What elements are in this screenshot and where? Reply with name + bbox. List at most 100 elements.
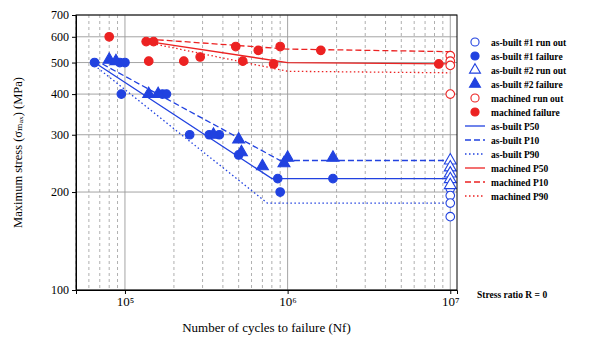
legend-swatch [471,38,479,46]
data-point [327,151,339,161]
legend-swatch [465,153,485,154]
data-point [105,32,114,41]
y-tick-mark [72,135,76,136]
data-point [329,174,338,183]
minor-grid-line [99,15,100,290]
minor-grid-line [442,15,443,290]
series-line [149,43,451,73]
minor-grid-line [88,15,89,290]
legend-label: machined P50 [491,164,549,174]
data-point [233,133,245,143]
legend-swatch [470,78,481,87]
y-tick-mark [72,63,76,64]
y-tick: 100 [51,283,76,297]
data-point [235,145,247,155]
data-point [446,90,455,99]
legend-label: as-built #2 run out [491,66,567,76]
data-point [152,87,164,97]
minor-grid-line [280,15,281,290]
y-grid-line [76,192,457,193]
legend: as-built #1 run outas-built #1 failureas… [465,38,567,202]
y-tick: 300 [51,128,76,142]
y-axis-title: Maximum stress (σₘₐₓ) (MPa) [11,77,25,228]
minor-grid-line [425,15,426,290]
legend-swatch [471,94,479,102]
legend-swatch [465,125,485,126]
y-grid-line [76,134,457,135]
plot-frame [76,15,457,290]
series-line [95,60,451,161]
minor-grid-line [434,15,435,290]
data-point [180,57,189,66]
data-point [444,178,456,188]
data-point [269,60,278,69]
legend-label: machined failure [491,108,560,118]
x-grid-line [124,15,125,290]
legend-label: as-built P50 [491,122,540,132]
data-point [196,53,205,62]
data-point [276,42,285,51]
y-tick-mark [72,290,76,291]
y-tick: 200 [51,185,76,199]
grid [76,15,457,290]
y-tick: 400 [51,87,76,101]
minor-grid-line [251,15,252,290]
data-point [121,58,130,67]
data-point [238,57,247,66]
legend-label: machined P90 [491,192,549,202]
minor-grid-line [401,15,402,290]
minor-grid-line [414,15,415,290]
y-axis-line [72,16,77,291]
data-point [144,57,153,66]
series-line [149,42,451,64]
legend-label: machined P10 [491,178,549,188]
y-tick-label: 100 [51,283,69,297]
series-line [95,65,451,203]
minor-grid-line [222,15,223,290]
data-point [254,46,263,55]
y-tick-label: 200 [51,185,69,199]
plot-area [90,32,456,220]
data-point [117,90,126,99]
y-tick: 500 [51,56,76,70]
y-tick-mark [72,37,76,38]
legend-swatch [470,64,481,73]
legend-label: machined run out [491,94,564,104]
y-tick-label: 500 [51,56,69,70]
data-point [273,174,282,183]
data-point [317,46,326,55]
minor-grid-line [271,15,272,290]
data-point [207,128,219,138]
x-axis-title: Number of cycles to failure (Nf) [182,320,351,335]
x-tick: 10⁵ [117,290,135,309]
minor-grid-line [173,15,174,290]
legend-swatch [465,167,485,168]
legend-swatch [465,195,485,196]
y-tick: 600 [51,30,76,44]
y-grid-line [76,94,457,95]
y-tick-label: 400 [51,87,69,101]
x-axis: 10⁵ 10⁶ 10⁷ [77,290,460,309]
x-tick-label: 10⁷ [442,294,460,309]
x-tick: 10⁶ [279,290,297,309]
data-point [90,58,99,67]
y-tick-mark [72,192,76,193]
data-point [446,199,455,208]
data-point [185,130,194,139]
data-point [282,151,294,161]
x-tick-label: 10⁵ [117,294,135,309]
x-tick: 10⁷ [442,290,460,309]
series-line [149,39,451,52]
chart: 10⁵ 10⁶ 10⁷ 100 200 300 400 500 600 700 Number of … [0,0,600,346]
legend-label: as-built P90 [491,150,540,160]
legend-label: as-built #2 failure [491,80,563,90]
data-point [149,37,158,46]
legend-label: as-built P10 [491,136,540,146]
data-point [434,60,443,69]
minor-grid-line [336,15,337,290]
y-tick-mark [72,94,76,95]
data-point [446,212,455,221]
data-point [276,188,285,197]
legend-label: as-built #1 run out [491,38,567,48]
y-tick-label: 700 [51,8,69,22]
